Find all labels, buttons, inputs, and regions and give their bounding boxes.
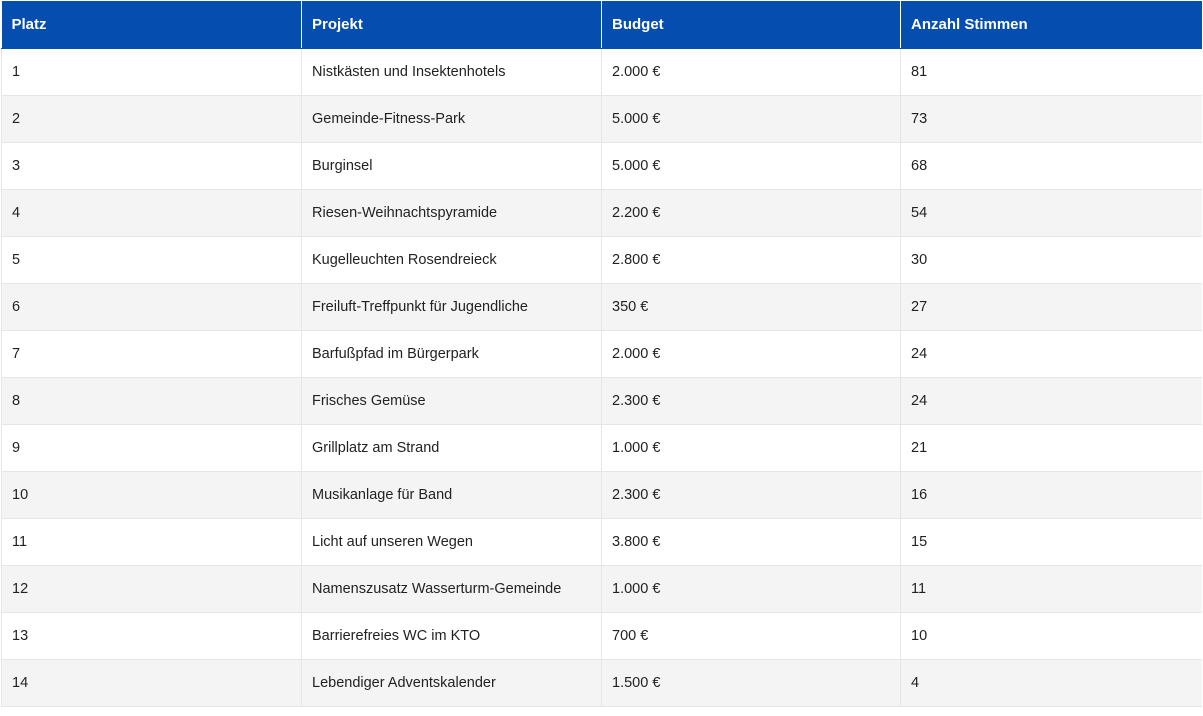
cell-budget: 3.800 € bbox=[601, 518, 901, 566]
header-projekt: Projekt bbox=[301, 1, 602, 49]
cell-platz: 1 bbox=[1, 48, 302, 96]
table-row: 5 Kugelleuchten Rosendreieck 2.800 €30 bbox=[1, 236, 1202, 284]
cell-anzahl-stimmen: 11 bbox=[900, 565, 1202, 613]
cell-platz: 5 bbox=[1, 236, 302, 284]
cell-platz: 6 bbox=[1, 283, 302, 331]
table-row: 1 Nistkästen und Insektenhotels 2.000 €81 bbox=[1, 48, 1202, 96]
cell-budget: 2.300 € bbox=[601, 471, 901, 519]
header-platz: Platz bbox=[1, 1, 302, 49]
cell-platz: 2 bbox=[1, 95, 302, 143]
table-body: 1 Nistkästen und Insektenhotels 2.000 €81 2… bbox=[1, 48, 1202, 707]
cell-budget: 350 € bbox=[601, 283, 901, 331]
cell-budget: 5.000 € bbox=[601, 95, 901, 143]
cell-budget: 2.300 € bbox=[601, 377, 901, 425]
cell-budget: 2.800 € bbox=[601, 236, 901, 284]
table-row: 7 Barfußpfad im Bürgerpark 2.000 €24 bbox=[1, 330, 1202, 378]
table-row: 13 Barrierefreies WC im KTO 700 €10 bbox=[1, 612, 1202, 660]
cell-budget: 2.000 € bbox=[601, 330, 901, 378]
table-row: 12 Namenszusatz Wasserturm-Gemeinde 1.000 … bbox=[1, 565, 1202, 613]
cell-budget: 1.000 € bbox=[601, 565, 901, 613]
table-row: 3 Burginsel 5.000 €68 bbox=[1, 142, 1202, 190]
table-row: 10 Musikanlage für Band 2.300 €16 bbox=[1, 471, 1202, 519]
cell-projekt: Lebendiger Adventskalender bbox=[301, 659, 602, 707]
header-budget: Budget bbox=[601, 1, 901, 49]
cell-projekt: Barrierefreies WC im KTO bbox=[301, 612, 602, 660]
cell-budget: 2.200 € bbox=[601, 189, 901, 237]
cell-projekt: Kugelleuchten Rosendreieck bbox=[301, 236, 602, 284]
table-header: Platz Projekt Budget Anzahl Stimmen bbox=[1, 1, 1202, 49]
header-anzahl-stimmen: Anzahl Stimmen bbox=[900, 1, 1202, 49]
cell-projekt: Frisches Gemüse bbox=[301, 377, 602, 425]
table-row: 9 Grillplatz am Strand 1.000 €21 bbox=[1, 424, 1202, 472]
cell-projekt: Freiluft-Treffpunkt für Jugendliche bbox=[301, 283, 602, 331]
cell-anzahl-stimmen: 21 bbox=[900, 424, 1202, 472]
cell-platz: 7 bbox=[1, 330, 302, 378]
cell-platz: 14 bbox=[1, 659, 302, 707]
table-row: 2 Gemeinde-Fitness-Park 5.000 €73 bbox=[1, 95, 1202, 143]
cell-anzahl-stimmen: 24 bbox=[900, 330, 1202, 378]
cell-anzahl-stimmen: 24 bbox=[900, 377, 1202, 425]
cell-budget: 5.000 € bbox=[601, 142, 901, 190]
cell-projekt: Nistkästen und Insektenhotels bbox=[301, 48, 602, 96]
cell-projekt: Musikanlage für Band bbox=[301, 471, 602, 519]
cell-platz: 12 bbox=[1, 565, 302, 613]
cell-platz: 13 bbox=[1, 612, 302, 660]
table-row: 4 Riesen-Weihnachtspyramide 2.200 €54 bbox=[1, 189, 1202, 237]
cell-anzahl-stimmen: 81 bbox=[900, 48, 1202, 96]
cell-anzahl-stimmen: 15 bbox=[900, 518, 1202, 566]
cell-anzahl-stimmen: 30 bbox=[900, 236, 1202, 284]
cell-anzahl-stimmen: 16 bbox=[900, 471, 1202, 519]
cell-anzahl-stimmen: 73 bbox=[900, 95, 1202, 143]
cell-platz: 9 bbox=[1, 424, 302, 472]
cell-platz: 8 bbox=[1, 377, 302, 425]
cell-projekt: Namenszusatz Wasserturm-Gemeinde bbox=[301, 565, 602, 613]
cell-platz: 11 bbox=[1, 518, 302, 566]
cell-budget: 700 € bbox=[601, 612, 901, 660]
cell-budget: 1.500 € bbox=[601, 659, 901, 707]
table-row: 8 Frisches Gemüse 2.300 €24 bbox=[1, 377, 1202, 425]
table-row: 11 Licht auf unseren Wegen 3.800 €15 bbox=[1, 518, 1202, 566]
table-row: 14 Lebendiger Adventskalender 1.500 €4 bbox=[1, 659, 1202, 707]
cell-projekt: Gemeinde-Fitness-Park bbox=[301, 95, 602, 143]
cell-platz: 3 bbox=[1, 142, 302, 190]
cell-projekt: Riesen-Weihnachtspyramide bbox=[301, 189, 602, 237]
cell-projekt: Grillplatz am Strand bbox=[301, 424, 602, 472]
cell-budget: 2.000 € bbox=[601, 48, 901, 96]
cell-anzahl-stimmen: 68 bbox=[900, 142, 1202, 190]
cell-budget: 1.000 € bbox=[601, 424, 901, 472]
cell-projekt: Burginsel bbox=[301, 142, 602, 190]
cell-platz: 10 bbox=[1, 471, 302, 519]
cell-anzahl-stimmen: 10 bbox=[900, 612, 1202, 660]
cell-projekt: Licht auf unseren Wegen bbox=[301, 518, 602, 566]
cell-platz: 4 bbox=[1, 189, 302, 237]
cell-anzahl-stimmen: 27 bbox=[900, 283, 1202, 331]
cell-anzahl-stimmen: 4 bbox=[900, 659, 1202, 707]
table-row: 6 Freiluft-Treffpunkt für Jugendliche 350 … bbox=[1, 283, 1202, 331]
header-row: Platz Projekt Budget Anzahl Stimmen bbox=[1, 1, 1202, 49]
cell-anzahl-stimmen: 54 bbox=[900, 189, 1202, 237]
cell-projekt: Barfußpfad im Bürgerpark bbox=[301, 330, 602, 378]
